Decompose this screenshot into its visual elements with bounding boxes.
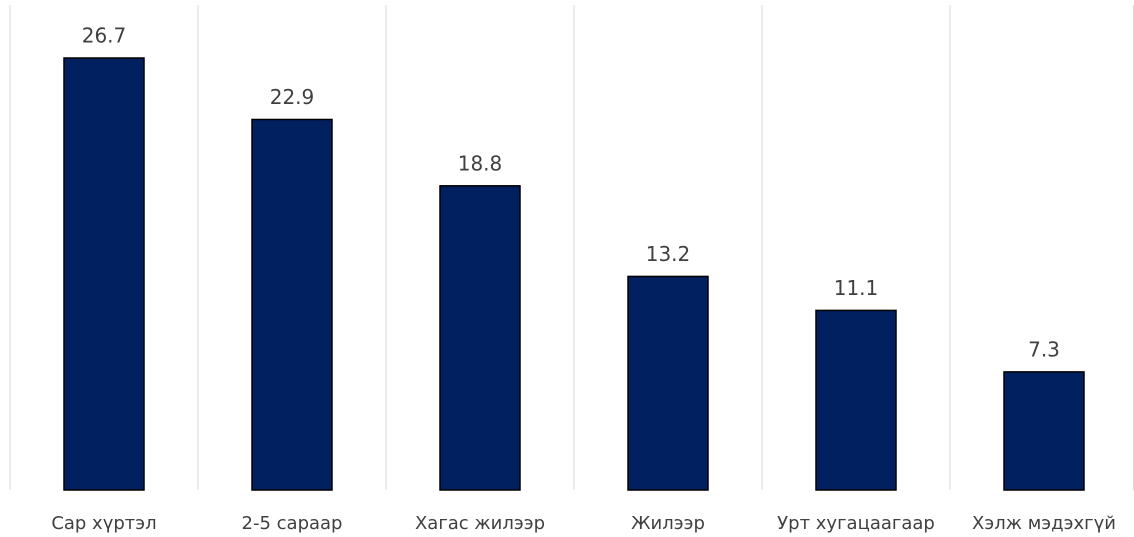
value-label: 7.3 <box>1028 337 1060 361</box>
bar <box>439 185 521 491</box>
x-tick-label: Сар хүртэл <box>51 513 156 534</box>
x-tick-label: Жилээр <box>631 513 705 534</box>
bar <box>251 118 333 491</box>
value-label: 22.9 <box>270 85 315 109</box>
x-tick-label: 2-5 сараар <box>242 513 343 534</box>
x-tick-label: Урт хугацаагаар <box>777 513 935 534</box>
value-label: 18.8 <box>458 151 503 175</box>
x-tick-label: Хэлж мэдэхгүй <box>972 513 1116 534</box>
x-tick-label: Хагас жилээр <box>415 513 545 534</box>
value-label: 26.7 <box>82 24 127 48</box>
bar <box>627 275 709 491</box>
value-label: 13.2 <box>646 242 691 266</box>
bar <box>63 57 145 491</box>
value-label: 11.1 <box>834 276 879 300</box>
bar <box>815 309 897 491</box>
bar <box>1003 371 1085 491</box>
